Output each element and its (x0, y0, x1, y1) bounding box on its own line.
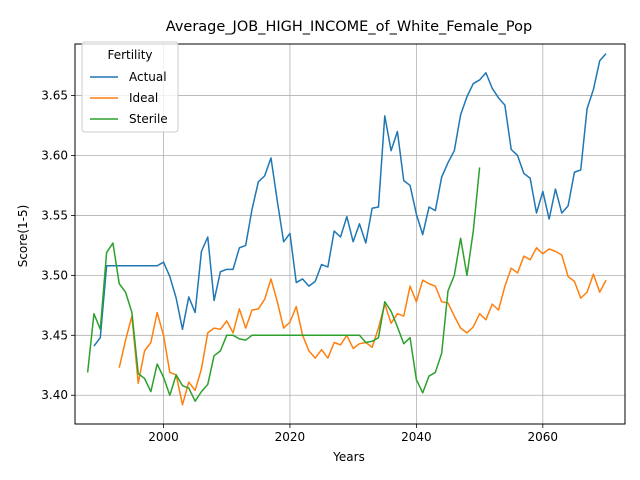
y-tick-label: 3.55 (41, 208, 68, 222)
series-line-actual (93, 53, 607, 347)
legend-label-ideal: Ideal (129, 91, 158, 105)
legend-label-sterile: Sterile (129, 112, 168, 126)
legend-label-actual: Actual (129, 70, 167, 84)
x-tick-label: 2020 (275, 430, 306, 444)
plot-series (86, 53, 607, 406)
x-axis-label: Years (332, 450, 365, 464)
y-tick-label: 3.50 (41, 268, 68, 282)
chart-title: Average_JOB_HIGH_INCOME_of_White_Female_… (166, 19, 532, 35)
series-line-ideal (118, 247, 607, 406)
axis-ticks: 2000 2020 2040 2060 3.40 3.45 3.50 3.55 3.60 3.65 (41, 89, 558, 444)
x-tick-label: 2000 (148, 430, 179, 444)
plot-frame (74, 43, 626, 425)
y-axis-label: Score(1-5) (16, 205, 30, 268)
x-tick-label: 2060 (528, 430, 559, 444)
legend-box (81, 41, 179, 133)
legend: Fertility Actual Ideal Sterile (81, 41, 179, 133)
series-line-sterile (86, 167, 481, 402)
x-tick-label: 2040 (401, 430, 432, 444)
legend-title: Fertility (107, 48, 152, 62)
y-tick-label: 3.65 (41, 89, 68, 103)
y-tick-label: 3.40 (41, 388, 68, 402)
y-tick-label: 3.45 (41, 328, 68, 342)
y-tick-label: 3.60 (41, 148, 68, 162)
